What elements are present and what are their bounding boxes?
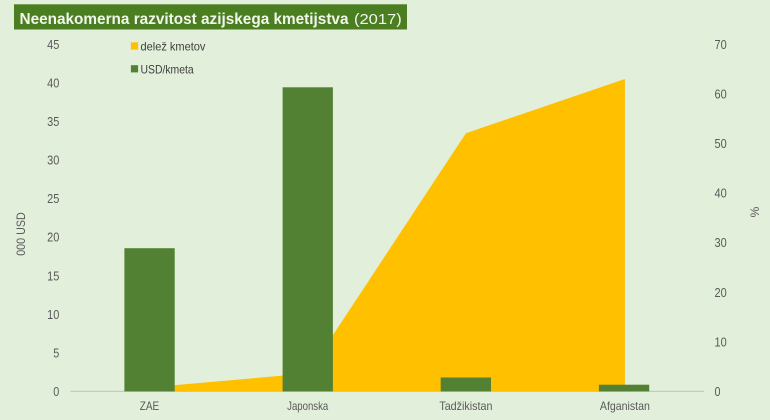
svg-text:Afganistan: Afganistan — [600, 399, 650, 413]
svg-text:15: 15 — [47, 269, 59, 283]
svg-text:30: 30 — [47, 154, 59, 168]
svg-text:(2017): (2017) — [354, 11, 402, 28]
svg-text:Japonska: Japonska — [287, 399, 328, 413]
svg-text:5: 5 — [53, 346, 59, 360]
svg-text:40: 40 — [715, 187, 727, 201]
svg-text:Tadžikistan: Tadžikistan — [439, 399, 492, 413]
svg-text:30: 30 — [715, 236, 727, 250]
svg-text:delež kmetov: delež kmetov — [141, 40, 206, 54]
svg-text:60: 60 — [715, 88, 727, 102]
svg-text:20: 20 — [715, 286, 727, 300]
svg-text:20: 20 — [47, 231, 59, 245]
svg-text:35: 35 — [47, 115, 59, 129]
svg-text:Neenakomerna razvitost azijske: Neenakomerna razvitost azijskega kmetijs… — [20, 11, 349, 28]
svg-text:%: % — [748, 206, 762, 217]
svg-text:70: 70 — [715, 38, 727, 52]
svg-text:10: 10 — [47, 308, 59, 322]
svg-text:40: 40 — [47, 77, 59, 91]
svg-text:0: 0 — [715, 385, 721, 399]
svg-text:25: 25 — [47, 192, 59, 206]
svg-text:45: 45 — [47, 38, 59, 52]
svg-text:10: 10 — [715, 335, 727, 349]
svg-text:000 USD: 000 USD — [14, 212, 28, 256]
svg-text:USD/kmeta: USD/kmeta — [141, 62, 194, 76]
svg-text:ZAE: ZAE — [140, 399, 160, 413]
svg-text:0: 0 — [53, 385, 59, 399]
svg-text:50: 50 — [715, 137, 727, 151]
